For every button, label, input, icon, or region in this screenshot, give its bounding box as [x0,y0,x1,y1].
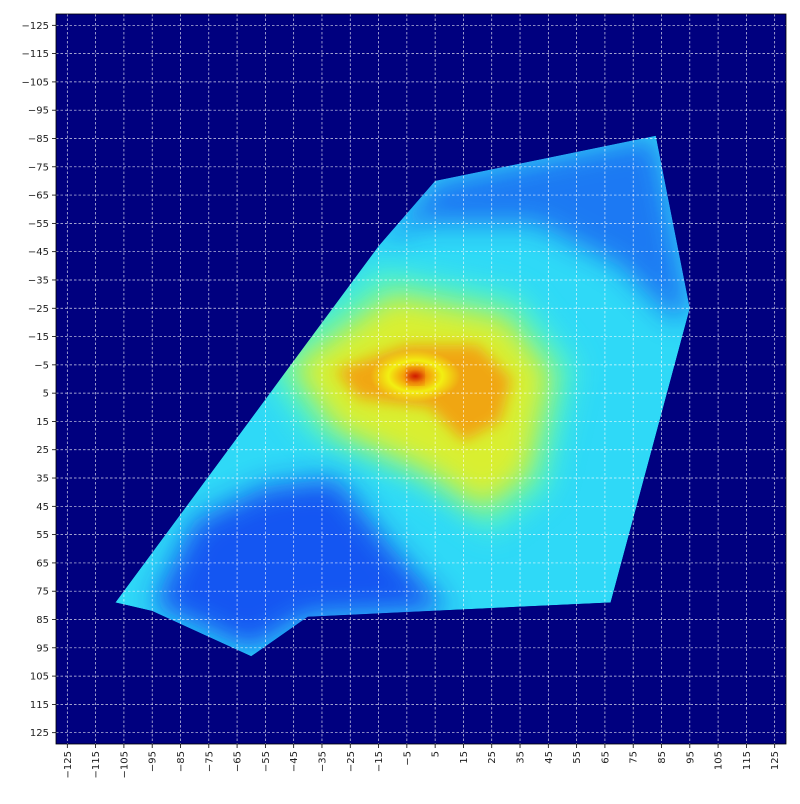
x-tick-label: −115 [91,751,102,778]
x-tick-label: −5 [402,751,413,766]
y-tick-label: −75 [28,162,49,173]
x-tick-label: −105 [119,751,130,778]
y-tick-label: −15 [28,332,49,343]
hotspot-core [409,370,422,383]
grid [56,14,786,744]
x-tick-label: −15 [374,751,385,772]
x-tick-label: 105 [714,751,725,770]
x-tick-label: 125 [770,751,781,770]
heat-footprint [115,135,690,657]
y-tick-label: −65 [28,191,49,202]
x-tick-label: −25 [346,751,357,772]
y-tick-label: 95 [36,643,49,654]
y-tick-label: 65 [36,558,49,569]
y-tick-label: 75 [36,587,49,598]
y-tick-label: −125 [22,21,49,32]
x-tick-label: −125 [63,751,74,778]
x-tick-label: −65 [233,751,244,772]
y-tick-label: −35 [28,275,49,286]
x-tick-label: −35 [317,751,328,772]
x-tick-label: −95 [148,751,159,772]
plot-area [56,14,786,744]
y-tick-label: 45 [36,502,49,513]
y-tick-label: 15 [36,417,49,428]
y-tick-label: 125 [30,728,49,739]
y-tick-label: −45 [28,247,49,258]
y-tick-label: −25 [28,304,49,315]
y-tick-label: −105 [22,77,49,88]
y-tick-label: 115 [30,700,49,711]
y-tick-label: 55 [36,530,49,541]
x-tick-label: 25 [487,751,498,764]
x-tick-label: 115 [742,751,753,770]
y-tick-label: 35 [36,474,49,485]
y-tick-label: −95 [28,106,49,117]
x-tick-label: −55 [261,751,272,772]
y-tick-label: 85 [36,615,49,626]
cool-edge-region [378,135,690,323]
x-tick-label: −75 [204,751,215,772]
x-tick-label: 95 [685,751,696,764]
x-tick-label: 45 [544,751,555,764]
y-tick-label: −85 [28,134,49,145]
x-tick-label: −45 [289,751,300,772]
x-tick-label: 55 [572,751,583,764]
y-tick-label: −5 [34,360,49,371]
y-tick-label: 105 [30,672,49,683]
x-tick-label: 15 [459,751,470,764]
x-tick-label: 75 [629,751,640,764]
x-tick-label: 65 [600,751,611,764]
y-tick-label: 5 [43,389,49,400]
x-tick-label: −85 [176,751,187,772]
y-tick-label: 25 [36,445,49,456]
axes-frame [55,13,787,745]
cool-region [152,478,450,651]
x-tick-label: 5 [431,751,442,757]
x-tick-label: 85 [657,751,668,764]
x-tick-label: 35 [516,751,527,764]
y-tick-label: −55 [28,219,49,230]
y-tick-label: −115 [22,49,49,60]
axes: −125−115−105−95−85−75−65−55−45−35−25−15−… [22,13,787,778]
